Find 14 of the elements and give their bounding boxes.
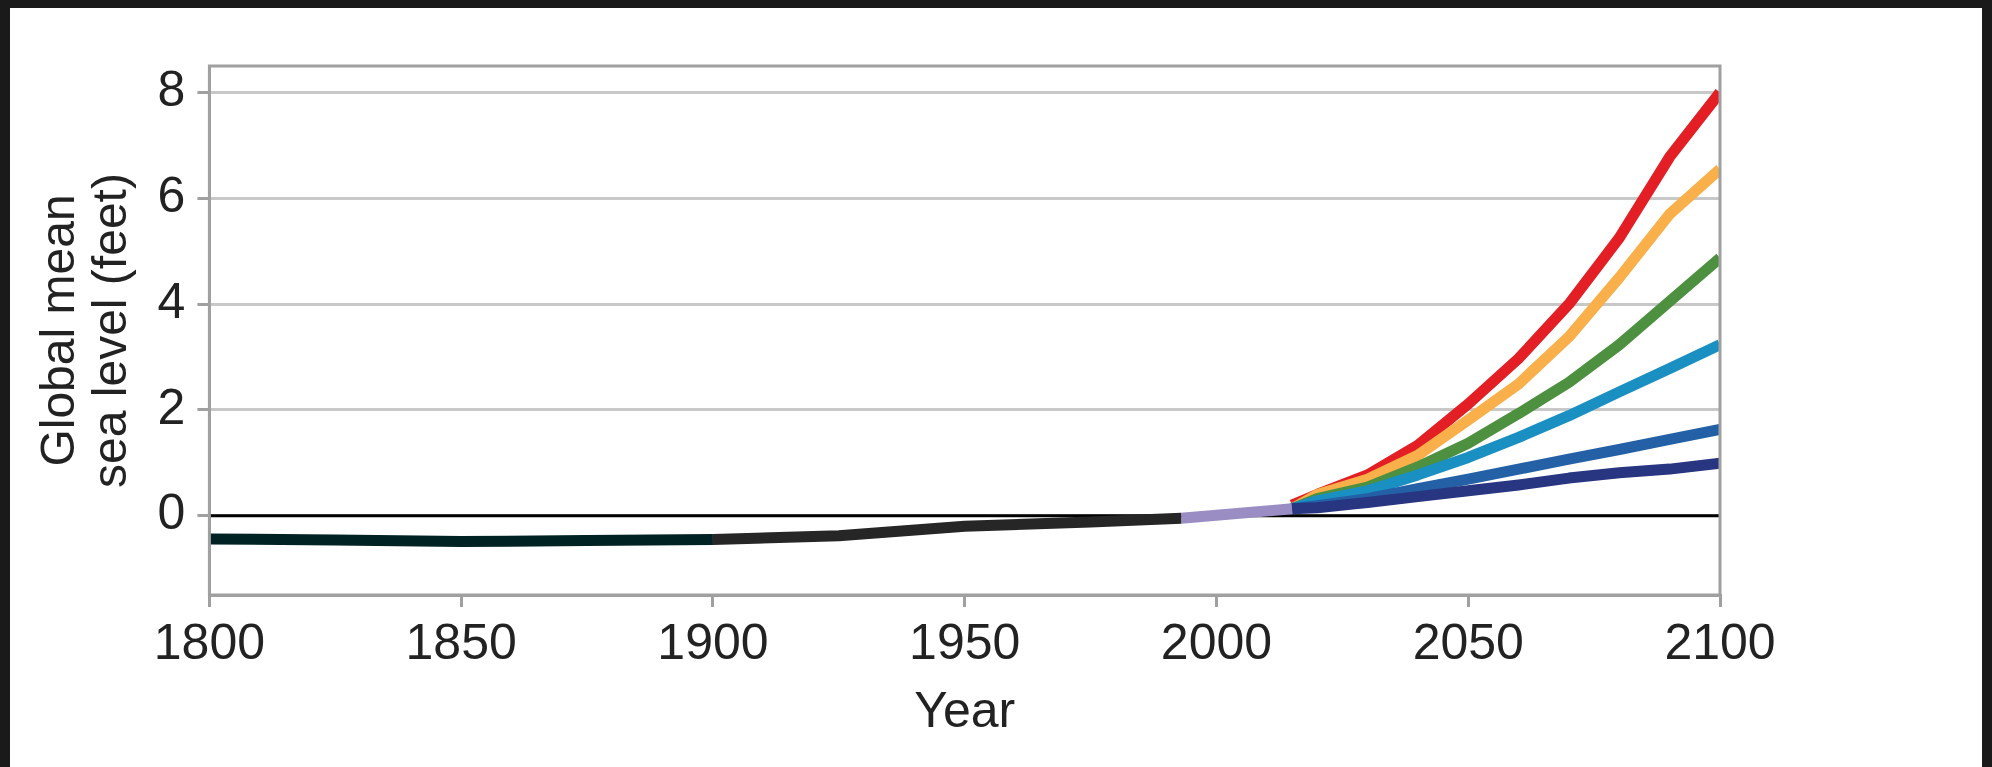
x-axis-title: Year <box>914 681 1016 738</box>
y-axis-title: Global mean sea level (feet) <box>30 173 137 488</box>
x-tick-label: 1850 <box>405 613 517 670</box>
x-tick-label: 1900 <box>657 613 769 670</box>
y-tick-label: 8 <box>157 61 186 118</box>
x-tick-label: 1950 <box>909 613 1021 670</box>
x-tick-label: 2000 <box>1160 613 1273 670</box>
x-tick-label: 1800 <box>153 613 266 670</box>
y-tick-label: 0 <box>157 484 186 541</box>
x-tick-label: 2050 <box>1412 613 1524 670</box>
y-tick-label: 2 <box>157 378 186 435</box>
y-tick-label: 6 <box>157 167 186 224</box>
x-tick-label: 2100 <box>1664 613 1776 670</box>
y-tick-label: 4 <box>157 272 186 329</box>
